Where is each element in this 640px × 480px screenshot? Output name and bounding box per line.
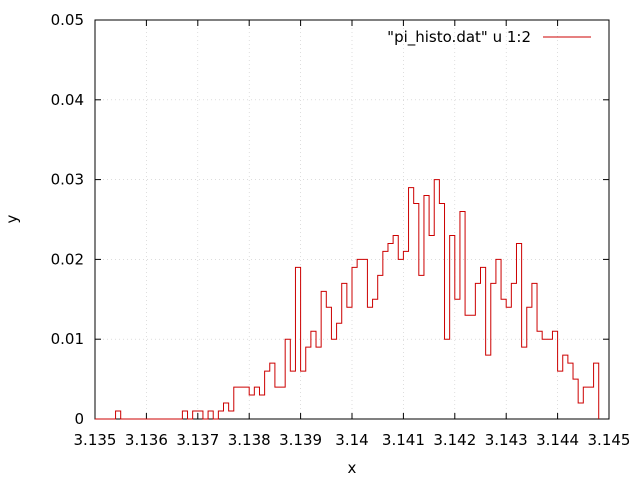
x-tick-label: 3.135 [74, 431, 117, 449]
y-tick-label: 0.02 [51, 250, 84, 268]
y-tick-label: 0.05 [51, 11, 84, 29]
plot-border [94, 19, 610, 420]
series-histogram-steps [95, 179, 600, 420]
series-layer [95, 179, 600, 420]
x-tick-label: 3.137 [176, 431, 219, 449]
x-tick-label: 3.136 [125, 431, 168, 449]
x-tick-label: 3.139 [279, 431, 322, 449]
x-tick-label: 3.141 [382, 431, 425, 449]
x-tick-label: 3.143 [485, 431, 528, 449]
legend: "pi_histo.dat" u 1:2 [387, 28, 591, 47]
x-tick-label: 3.145 [588, 431, 631, 449]
x-tick-label: 3.144 [536, 431, 579, 449]
x-tick-label: 3.14 [335, 431, 368, 449]
y-tick-labels: 0 0.01 0.02 0.03 0.04 0.05 [51, 11, 84, 428]
y-tick-label: 0.03 [51, 171, 84, 189]
y-axis-label: y [3, 214, 21, 223]
x-tick-label: 3.138 [228, 431, 271, 449]
axis-ticks [94, 19, 610, 420]
grid-lines [95, 20, 609, 419]
y-tick-label: 0 [74, 410, 84, 428]
x-tick-label: 3.142 [433, 431, 476, 449]
legend-label: "pi_histo.dat" u 1:2 [387, 28, 531, 47]
y-tick-label: 0.04 [51, 91, 84, 109]
x-axis-label: x [348, 459, 357, 477]
y-tick-label: 0.01 [51, 330, 84, 348]
x-tick-labels: 3.135 3.136 3.137 3.138 3.139 3.14 3.141 3.142 3… [74, 431, 631, 449]
